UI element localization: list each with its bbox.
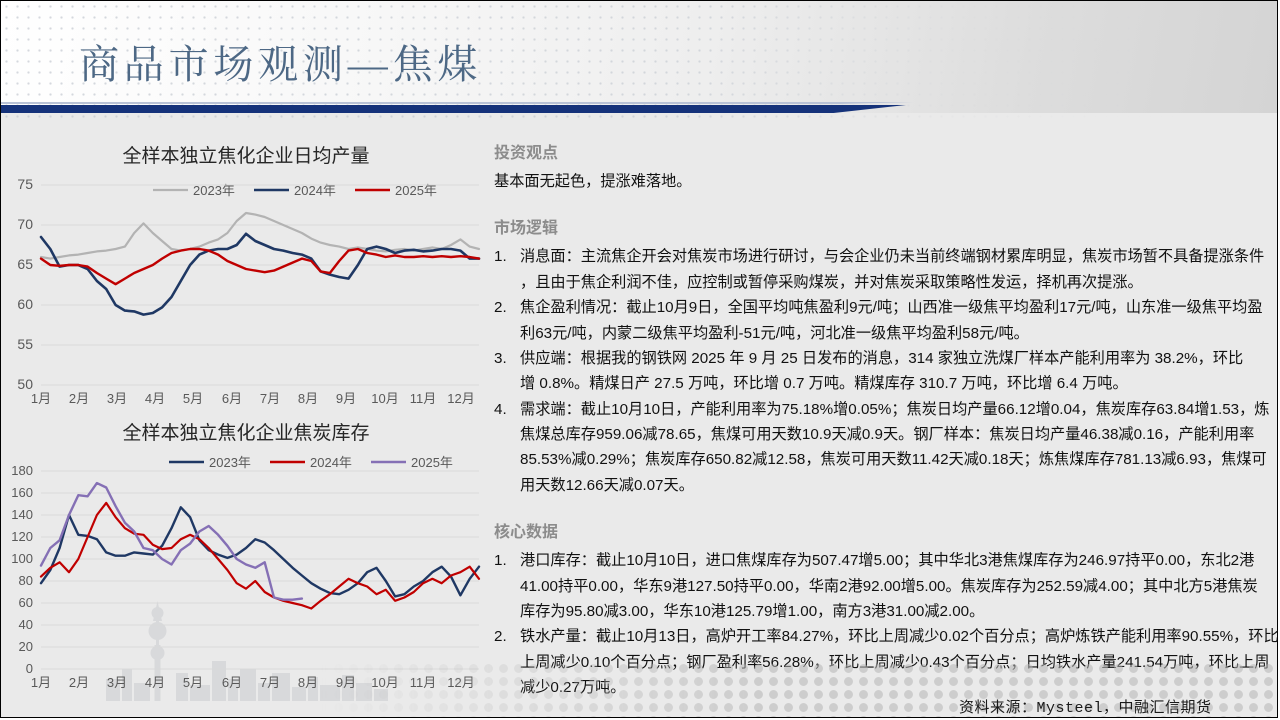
svg-text:60: 60 bbox=[17, 296, 33, 312]
svg-text:8月: 8月 bbox=[298, 391, 318, 406]
svg-text:55: 55 bbox=[17, 336, 33, 352]
svg-text:5月: 5月 bbox=[183, 391, 203, 406]
svg-text:9月: 9月 bbox=[336, 391, 356, 406]
svg-text:全样本独立焦化企业日均产量: 全样本独立焦化企业日均产量 bbox=[122, 145, 369, 167]
svg-text:2023年: 2023年 bbox=[209, 455, 251, 470]
svg-text:1月: 1月 bbox=[31, 391, 51, 406]
svg-text:7月: 7月 bbox=[260, 391, 280, 406]
svg-text:50: 50 bbox=[17, 376, 33, 392]
svg-text:6月: 6月 bbox=[222, 391, 242, 406]
svg-text:20: 20 bbox=[19, 639, 33, 654]
svg-text:65: 65 bbox=[17, 256, 33, 272]
svg-text:2025年: 2025年 bbox=[411, 455, 453, 470]
svg-text:10月: 10月 bbox=[371, 391, 398, 406]
svg-text:4月: 4月 bbox=[145, 391, 165, 406]
svg-text:11月: 11月 bbox=[410, 391, 437, 406]
svg-text:40: 40 bbox=[19, 617, 33, 632]
svg-text:12月: 12月 bbox=[447, 391, 474, 406]
svg-text:180: 180 bbox=[11, 463, 33, 478]
svg-text:75: 75 bbox=[17, 176, 33, 192]
svg-text:60: 60 bbox=[19, 595, 33, 610]
svg-text:2月: 2月 bbox=[69, 391, 89, 406]
svg-text:100: 100 bbox=[11, 551, 33, 566]
svg-text:70: 70 bbox=[17, 216, 33, 232]
svg-text:140: 140 bbox=[11, 507, 33, 522]
svg-text:120: 120 bbox=[11, 529, 33, 544]
svg-text:2024年: 2024年 bbox=[310, 455, 352, 470]
svg-text:全样本独立焦化企业焦炭库存: 全样本独立焦化企业焦炭库存 bbox=[122, 422, 369, 444]
svg-text:160: 160 bbox=[11, 485, 33, 500]
svg-text:3月: 3月 bbox=[107, 391, 127, 406]
svg-text:80: 80 bbox=[19, 573, 33, 588]
